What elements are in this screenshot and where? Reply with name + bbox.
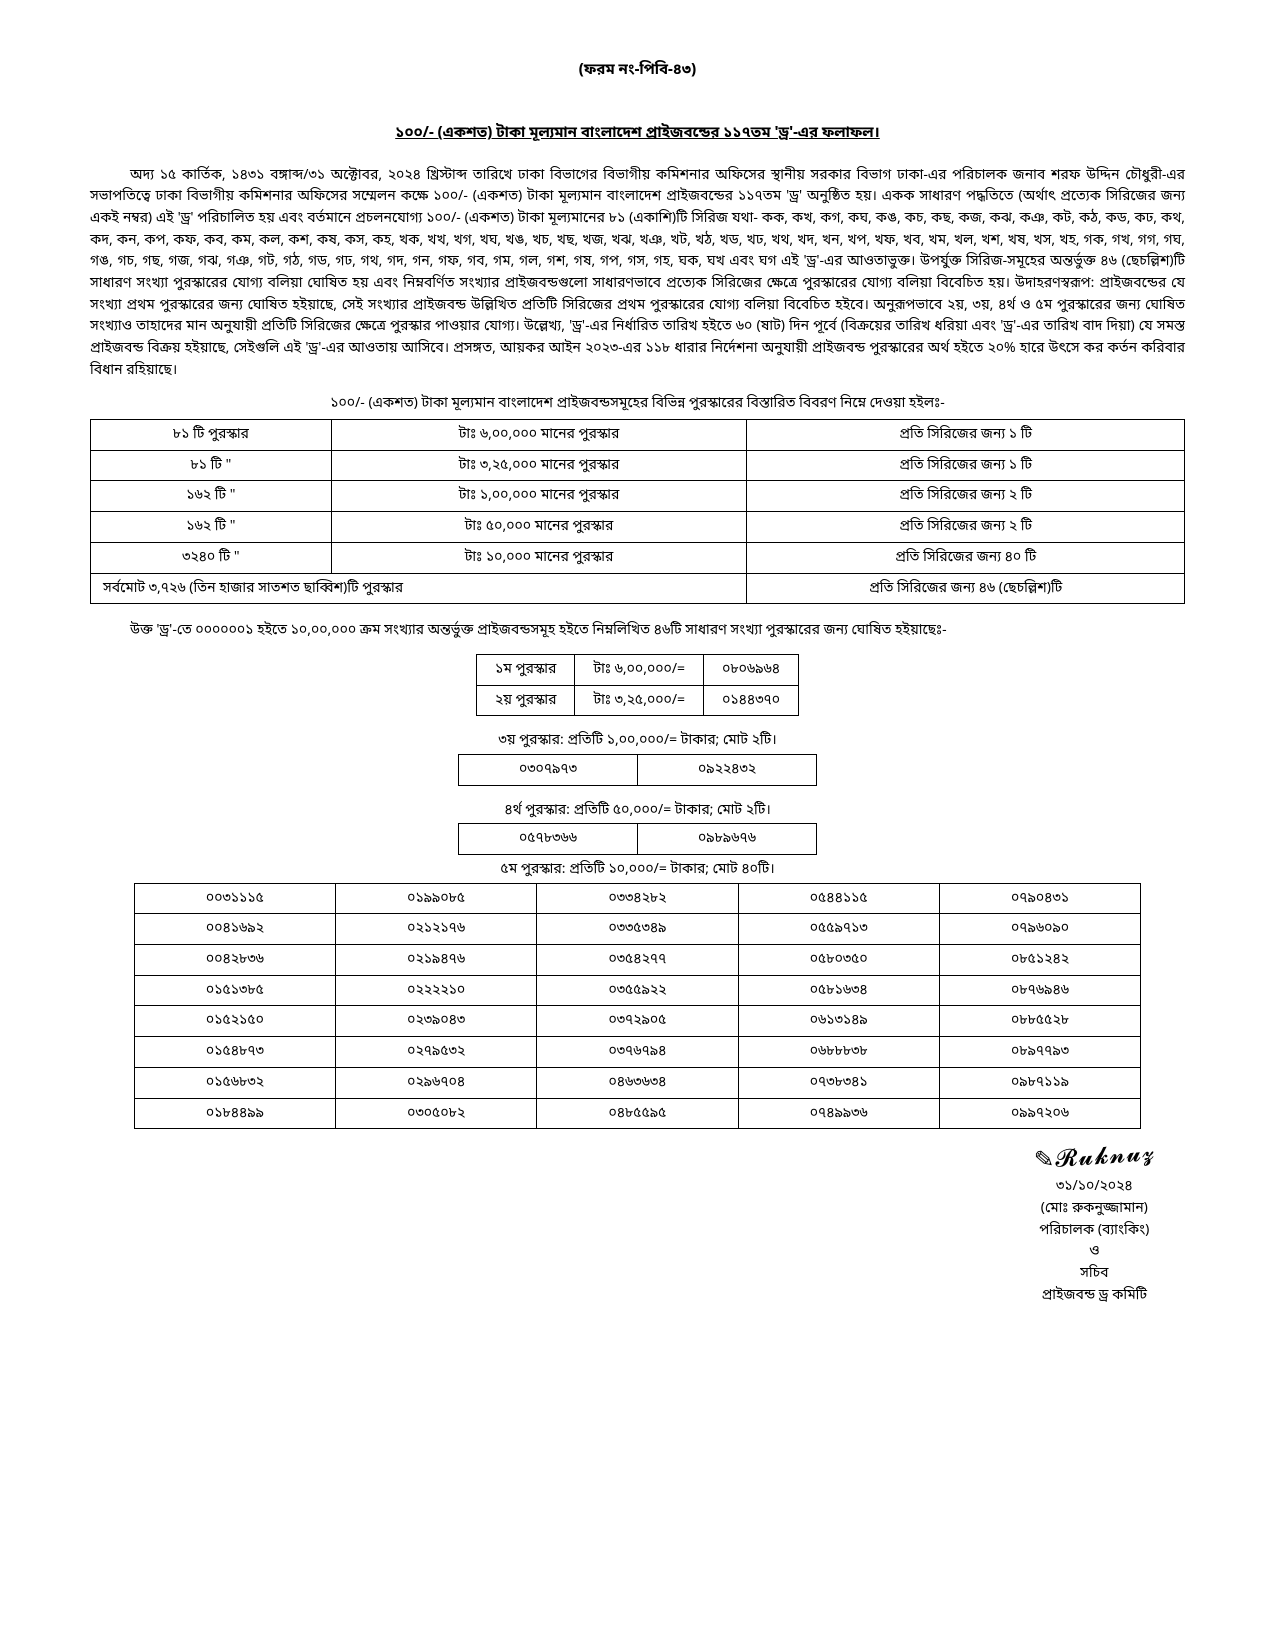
table-row: ০০৪১৬৯২০২১২১৭৬০৩৩৫৩৪৯০৫৫৯৭১৩০৭৯৬০৯০ [134, 914, 1140, 945]
signatory-title-1: পরিচালক (ব্যাংকিং) [1034, 1220, 1155, 1242]
declared-line: উক্ত 'ড্র'-তে ০০০০০০১ হইতে ১০,০০,০০০ ক্র… [90, 620, 1185, 642]
prize4-table: ০৫৭৮৩৬৬০৯৮৯৬৭৬ [458, 823, 817, 855]
signatory-name: (মোঃ রুকনুজ্জামান) [1034, 1198, 1155, 1220]
prize4-caption: ৪র্থ পুরস্কার: প্রতিটি ৫০,০০০/= টাকার; ম… [90, 800, 1185, 822]
summary-caption: ১০০/- (একশত) টাকা মূল্যমান বাংলাদেশ প্রা… [90, 393, 1185, 415]
table-row: ০০৩১১১৫০১৯৯০৮৫০৩৩৪২৮২০৫৪৪১১৫০৭৯০৪৩১ [134, 883, 1140, 914]
table-row: ১৬২ টি "টাঃ ১,০০,০০০ মানের পুরস্কারপ্রতি… [91, 481, 1185, 512]
table-row: ০৫৭৮৩৬৬০৯৮৯৬৭৬ [458, 824, 816, 855]
signatory-title-2: ও [1034, 1241, 1155, 1263]
table-row: ০৩০৭৯৭৩০৯২২৪৩২ [458, 754, 816, 785]
signature-scribble: ✎𝓡𝓾𝓴𝓷𝓾𝔃 ৩১/১০/২০২৪ [1034, 1139, 1155, 1198]
document-title: ১০০/- (একশত) টাকা মূল্যমান বাংলাদেশ প্রা… [90, 123, 1185, 146]
table-row-total: সর্বমোট ৩,৭২৬ (তিন হাজার সাতশত ছাব্বিশ)ট… [91, 573, 1185, 604]
signature-block: ✎𝓡𝓾𝓴𝓷𝓾𝔃 ৩১/১০/২০২৪ (মোঃ রুকনুজ্জামান) পর… [1034, 1139, 1155, 1306]
table-row: ৩২৪০ টি "টাঃ ১০,০০০ মানের পুরস্কারপ্রতি … [91, 542, 1185, 573]
table-row: ২য় পুরস্কারটাঃ ৩,২৫,০০০/=০১৪৪৩৭০ [476, 685, 798, 716]
summary-table: ৮১ টি পুরস্কারটাঃ ৬,০০,০০০ মানের পুরস্কা… [90, 419, 1185, 604]
prize5-caption: ৫ম পুরস্কার: প্রতিটি ১০,০০০/= টাকার; মোট… [90, 859, 1185, 881]
table-row: ০১৫৪৮৭৩০২৭৯৫৩২০৩৭৬৭৯৪০৬৮৮৮৩৮০৮৯৭৭৯৩ [134, 1037, 1140, 1068]
prize-1-2-table: ১ম পুরস্কারটাঃ ৬,০০,০০০/=০৮০৬৯৬৪ ২য় পুর… [476, 654, 799, 716]
prize3-table: ০৩০৭৯৭৩০৯২২৪৩২ [458, 754, 817, 786]
form-number: (ফরম নং-পিবি-৪৩) [90, 60, 1185, 83]
table-row: ৮১ টি "টাঃ ৩,২৫,০০০ মানের পুরস্কারপ্রতি … [91, 450, 1185, 481]
table-row: ০১৫১৩৮৫০২২২২১০০৩৫৫৯২২০৫৮১৬৩৪০৮৭৬৯৪৬ [134, 975, 1140, 1006]
table-row: ১৬২ টি "টাঃ ৫০,০০০ মানের পুরস্কারপ্রতি স… [91, 512, 1185, 543]
table-row: ৮১ টি পুরস্কারটাঃ ৬,০০,০০০ মানের পুরস্কা… [91, 420, 1185, 451]
table-row: ০০৪২৮৩৬০২১৯৪৭৬০৩৫৪২৭৭০৫৮০৩৫০০৮৫১২৪২ [134, 945, 1140, 976]
signatory-title-4: প্রাইজবন্ড ড্র কমিটি [1034, 1285, 1155, 1307]
prize3-caption: ৩য় পুরস্কার: প্রতিটি ১,০০,০০০/= টাকার; … [90, 730, 1185, 752]
prize5-table: ০০৩১১১৫০১৯৯০৮৫০৩৩৪২৮২০৫৪৪১১৫০৭৯০৪৩১ ০০৪১… [134, 883, 1141, 1130]
main-paragraph: অদ্য ১৫ কার্তিক, ১৪৩১ বঙ্গাব্দ/৩১ অক্টোব… [90, 165, 1185, 382]
table-row: ০১৮৪৪৯৯০৩০৫০৮২০৪৮৫৫৯৫০৭৪৯৯৩৬০৯৯৭২০৬ [134, 1098, 1140, 1129]
table-row: ০১৫৬৮৩২০২৯৬৭০৪০৪৬৩৬৩৪০৭৩৮৩৪১০৯৮৭১১৯ [134, 1067, 1140, 1098]
paragraph-text: অদ্য ১৫ কার্তিক, ১৪৩১ বঙ্গাব্দ/৩১ অক্টোব… [90, 166, 1185, 380]
table-row: ০১৫২১৫০০২৩৯০৪৩০৩৭২৯০৫০৬১৩১৪৯০৮৮৫৫২৮ [134, 1006, 1140, 1037]
table-row: ১ম পুরস্কারটাঃ ৬,০০,০০০/=০৮০৬৯৬৪ [476, 654, 798, 685]
signatory-title-3: সচিব [1034, 1263, 1155, 1285]
